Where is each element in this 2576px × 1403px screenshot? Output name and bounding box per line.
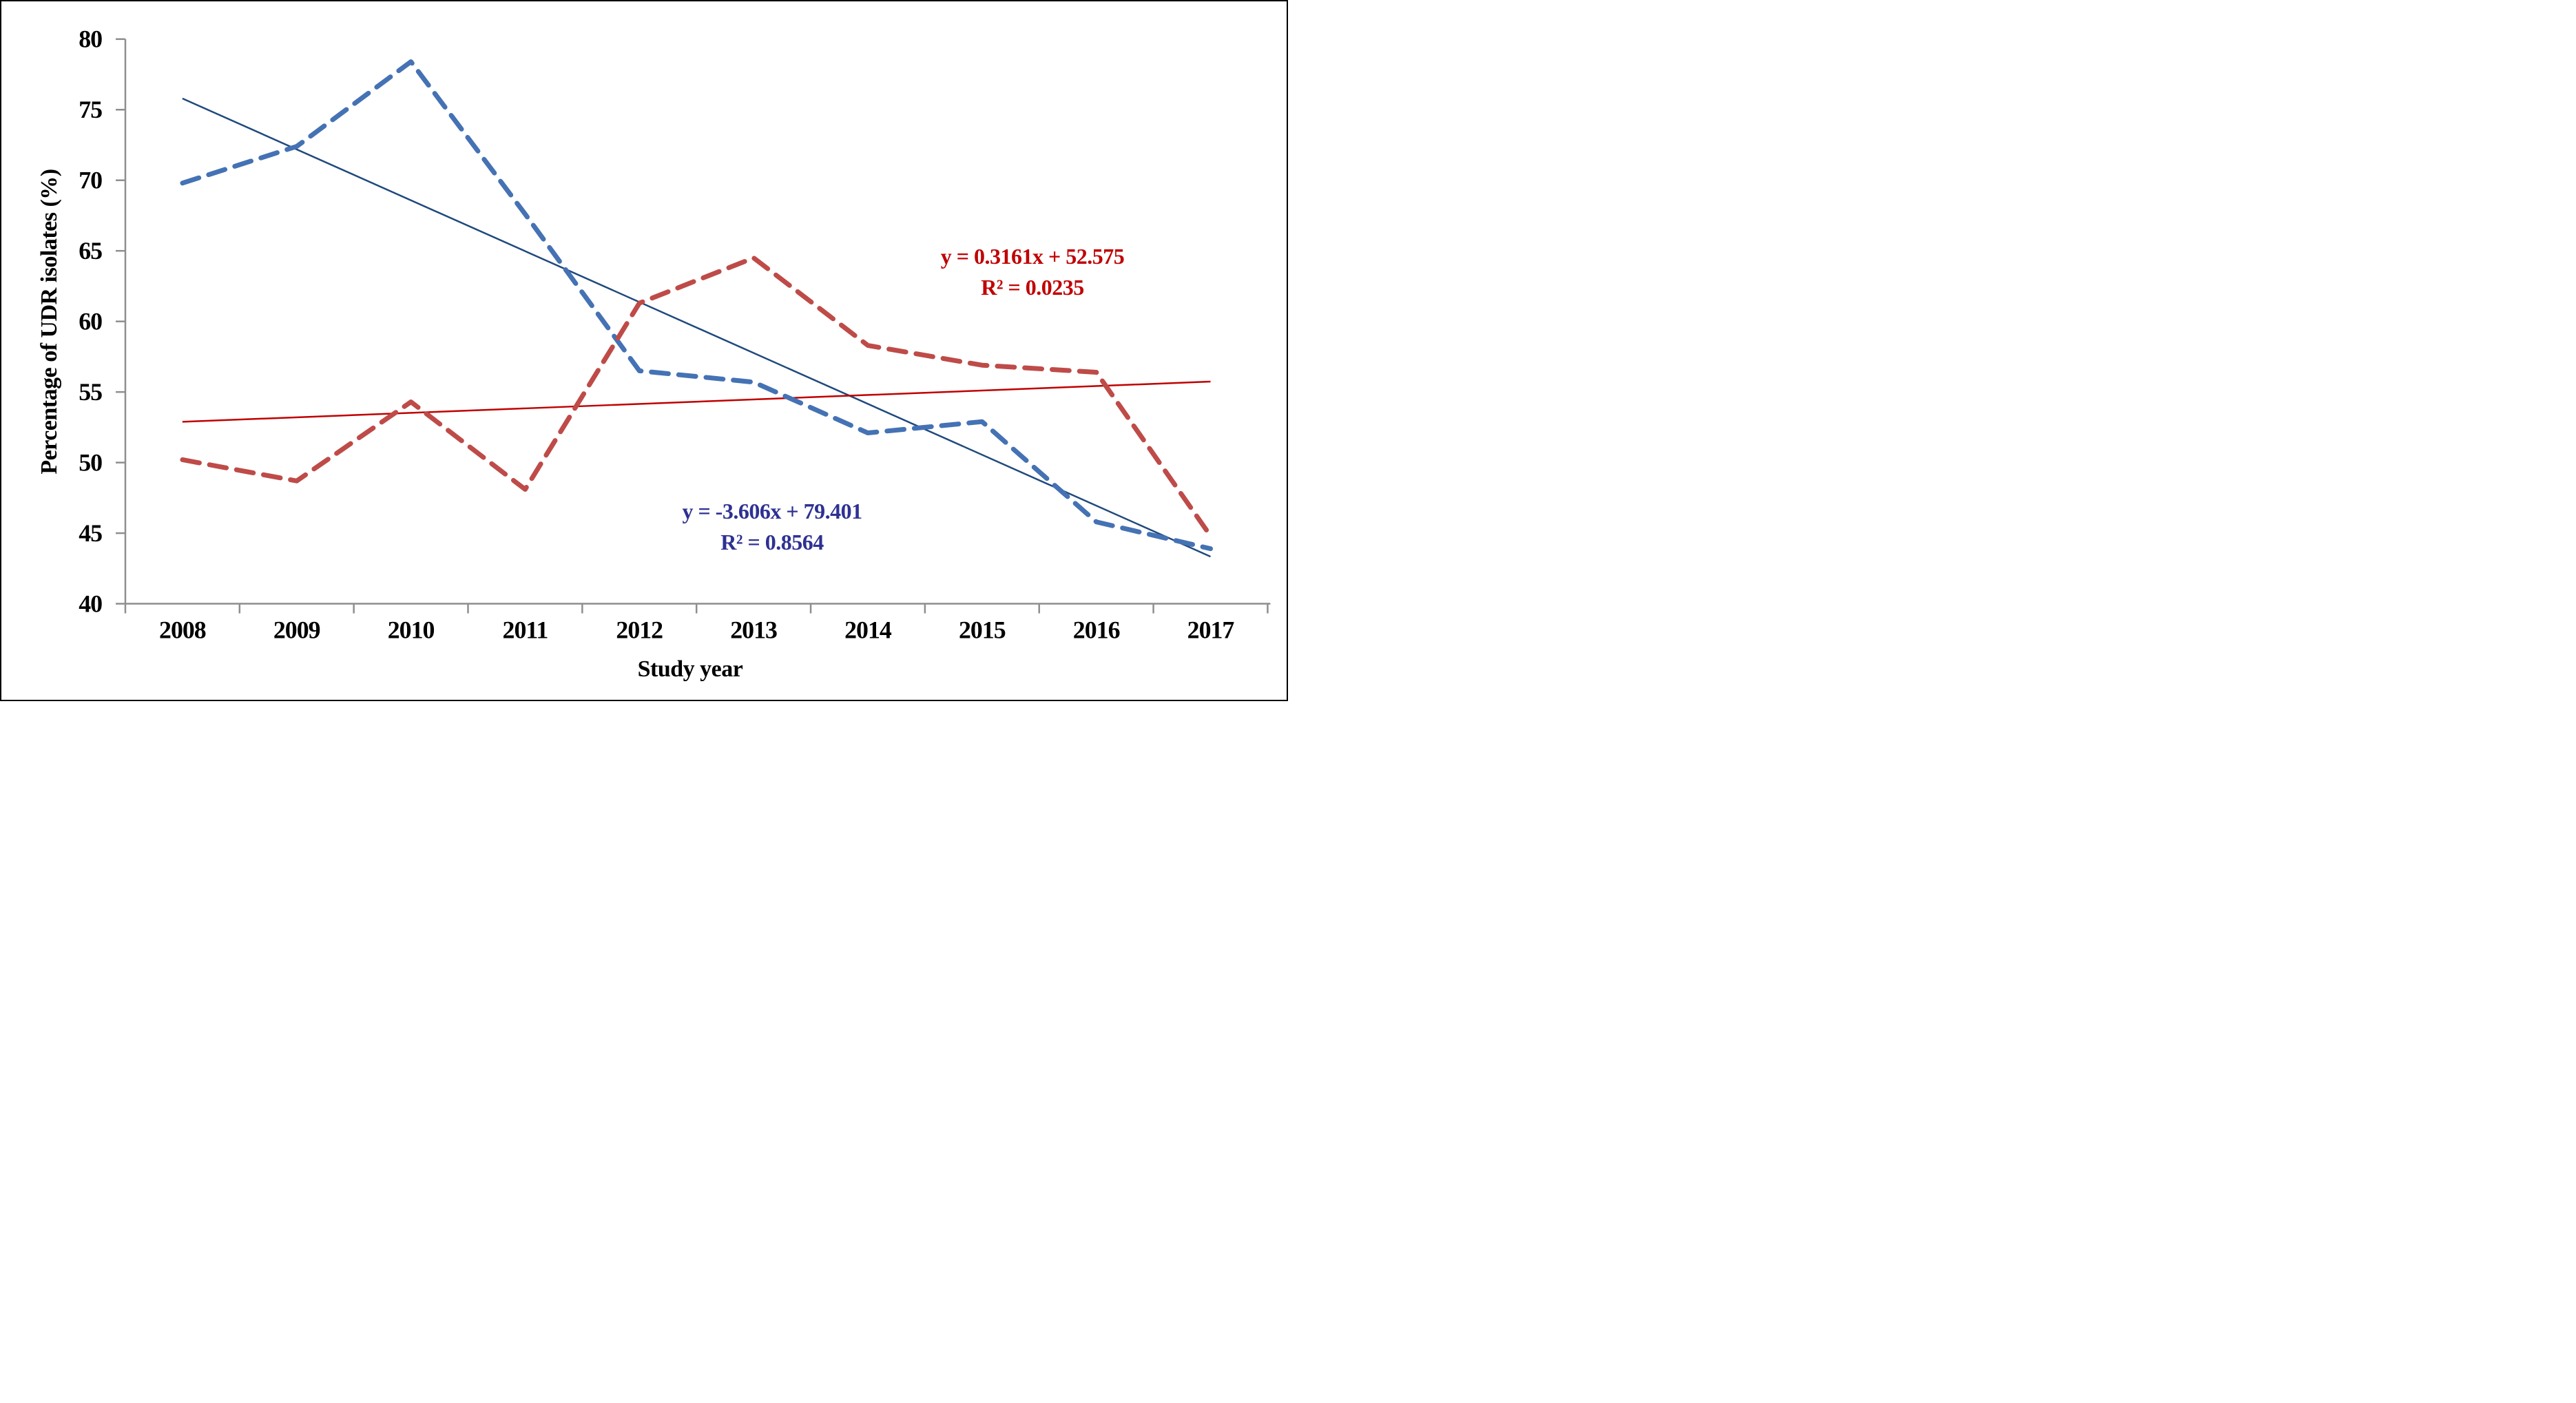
x-tick-label: 2015 — [959, 616, 1006, 643]
y-tick-label: 75 — [79, 96, 102, 123]
x-tick-label: 2008 — [159, 616, 206, 643]
x-tick-label: 2017 — [1187, 616, 1235, 643]
red-trendline — [182, 380, 1211, 423]
blue-dashed-series — [180, 59, 1214, 552]
y-tick-label: 55 — [79, 378, 102, 406]
y-tick-label: 45 — [79, 519, 102, 547]
x-tick-label: 2016 — [1073, 616, 1120, 643]
y-tick-label: 80 — [79, 25, 102, 53]
red-dashed-series — [180, 255, 1214, 539]
y-tick-label: 65 — [79, 237, 102, 264]
chart-figure: 40 45 50 55 60 65 70 75 80 2008 2009 2010 2011 2012 20… — [0, 0, 1288, 701]
red-trendline-equation-line: y = 0.3161x + 52.575 — [940, 244, 1125, 269]
red-trendline-equation: y = 0.3161x + 52.575 R² = 0.0235 — [940, 241, 1125, 303]
y-tick-label: 60 — [79, 308, 102, 335]
blue-trendline-r-squared: R² = 0.8564 — [720, 530, 824, 554]
x-axis-title: Study year — [637, 656, 743, 682]
blue-trendline — [182, 97, 1212, 558]
x-tick-label: 2009 — [273, 616, 320, 643]
x-tick-label: 2013 — [730, 616, 777, 643]
y-tick-label: 70 — [79, 167, 102, 194]
red-trendline-r-squared: R² = 0.0235 — [981, 275, 1084, 300]
x-tick-label: 2012 — [616, 616, 663, 643]
x-tick-label: 2014 — [844, 616, 892, 643]
y-tick-label: 40 — [79, 590, 102, 618]
blue-trendline-equation: y = -3.606x + 79.401 R² = 0.8564 — [682, 496, 862, 558]
x-tick-label: 2011 — [503, 616, 548, 643]
y-tick-label: 50 — [79, 449, 102, 477]
blue-trendline-equation-line: y = -3.606x + 79.401 — [682, 499, 862, 523]
x-tick-label: 2010 — [388, 616, 435, 643]
chart-svg: 40 45 50 55 60 65 70 75 80 2008 2009 2010 2011 2012 20… — [79, 25, 1271, 643]
y-axis-title: Percentage of UDR isolates (%) — [37, 169, 62, 475]
